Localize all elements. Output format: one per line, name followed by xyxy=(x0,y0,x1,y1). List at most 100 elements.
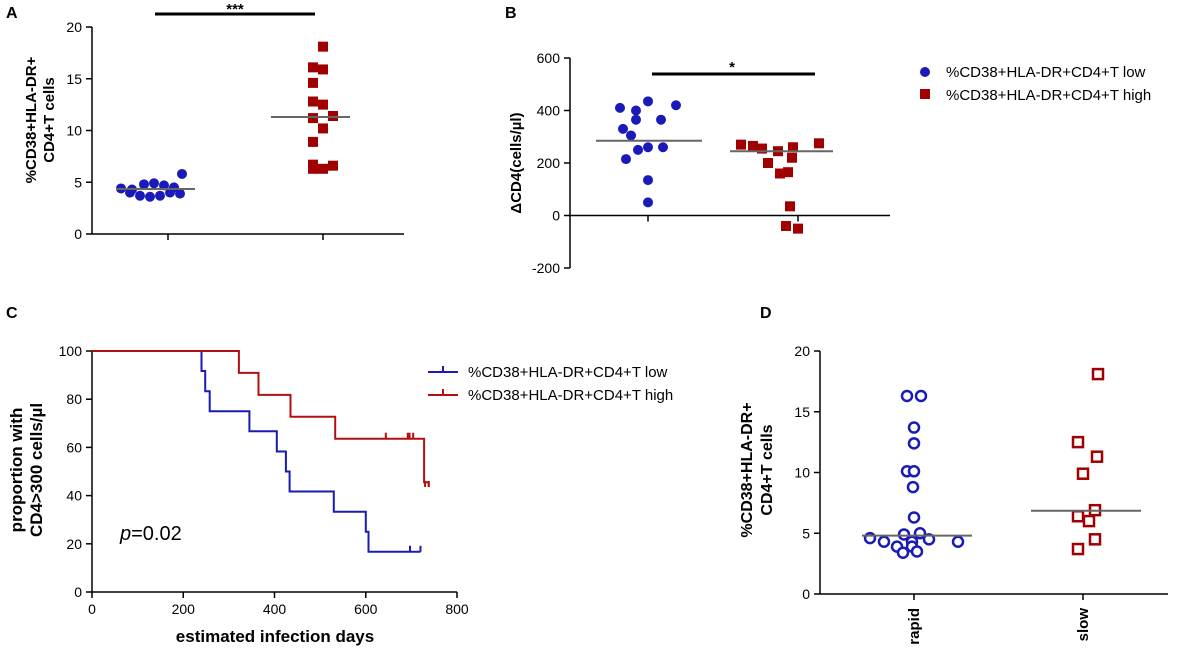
panel-b-point xyxy=(658,142,668,153)
panel-c-ytick-label: 0 xyxy=(74,584,82,600)
panel-d-xtick-label: rapid xyxy=(906,608,923,645)
panel-b: ΔCD4(cells/µl) * %CD38+HLA-DR+CD4+T low … xyxy=(508,50,1151,276)
panel-c-ytick-label: 20 xyxy=(66,536,82,552)
panel-b-point xyxy=(814,138,824,149)
panel-b-point xyxy=(793,223,803,234)
panel-d-point xyxy=(897,528,911,541)
panel-b-ytick-label: 200 xyxy=(537,155,561,171)
panel-d-ytick-label: 10 xyxy=(794,465,810,481)
panel-d-xtick-label: slow xyxy=(1075,608,1092,642)
panel-d-point xyxy=(900,389,914,403)
legend-c-low-label: %CD38+HLA-DR+CD4+T low xyxy=(468,364,668,381)
panel-b-point xyxy=(748,140,758,151)
panel-c-xtick-label: 400 xyxy=(263,601,287,617)
panel-c-ylabel-1: proportion with xyxy=(7,408,26,533)
panel-d-ytick-label: 15 xyxy=(794,404,810,420)
panel-d-point xyxy=(910,545,924,558)
panel-a-point xyxy=(159,180,169,191)
panel-label-a: A xyxy=(6,5,18,22)
panel-a-point xyxy=(318,123,328,134)
panel-d-point xyxy=(922,533,936,546)
panel-b-significance: * xyxy=(729,59,735,76)
panel-label-b: B xyxy=(505,5,517,22)
panel-d-point xyxy=(896,546,910,559)
panel-b-point xyxy=(656,114,666,125)
panel-d-point xyxy=(907,465,921,478)
panel-b-point xyxy=(736,139,746,150)
panel-a-point xyxy=(145,191,155,202)
panel-d-point xyxy=(1071,542,1085,556)
panel-d-ylabel-2: CD4+T cells xyxy=(759,424,776,515)
panel-b-point xyxy=(633,144,643,155)
panel-a-ytick-label: 5 xyxy=(74,174,82,190)
panel-b-ylabel: ΔCD4(cells/µl) xyxy=(508,112,525,213)
panel-a-point xyxy=(155,190,165,201)
panel-b-point xyxy=(643,96,653,107)
legend-c-high-label: %CD38+HLA-DR+CD4+T high xyxy=(468,387,673,404)
panel-b-point xyxy=(643,175,653,186)
legend-b-low-label: %CD38+HLA-DR+CD4+T low xyxy=(946,64,1146,81)
panel-d-ytick-label: 5 xyxy=(802,525,810,541)
legend-b-high-label: %CD38+HLA-DR+CD4+T high xyxy=(946,87,1151,104)
panel-b-point xyxy=(626,130,636,141)
panel-a-point xyxy=(328,111,338,122)
panel-c-xtick-label: 600 xyxy=(354,601,378,617)
panel-b-point xyxy=(643,197,653,208)
panel-a-ylabel-2: CD4+T cells xyxy=(41,77,58,162)
panel-b-ytick-label: 600 xyxy=(537,50,561,66)
panel-d-point xyxy=(951,535,965,549)
panel-b-point xyxy=(621,154,631,165)
panel-b-point xyxy=(671,100,681,111)
panel-a-point xyxy=(308,77,318,88)
panel-b-point xyxy=(631,105,641,116)
panel-a-ytick-label: 15 xyxy=(66,71,82,87)
panel-a-ylabel-1: %CD38+HLA-DR+ xyxy=(23,56,40,183)
panel-a-ytick-label: 10 xyxy=(66,123,82,139)
panel-c-xtick-label: 800 xyxy=(445,601,469,617)
legend-b-low-marker xyxy=(920,67,930,77)
panel-label-d: D xyxy=(760,305,772,322)
panel-d-ytick-label: 0 xyxy=(802,586,810,602)
panel-b-point xyxy=(781,221,791,231)
panel-a-point xyxy=(318,99,328,110)
panel-b-point xyxy=(618,123,628,134)
panel-c-survival-high xyxy=(92,350,430,487)
panel-d-point xyxy=(877,535,891,549)
panel-d-point xyxy=(1071,509,1085,523)
panel-c: proportion with CD4>300 cells/µl estimat… xyxy=(7,343,673,646)
panel-a-point xyxy=(139,179,149,190)
panel-c-ylabel-2: CD4>300 cells/µl xyxy=(27,403,46,537)
panel-c-ytick-label: 60 xyxy=(66,439,82,455)
panel-d-point xyxy=(1088,533,1102,546)
panel-a-point xyxy=(318,41,328,52)
panel-label-c: C xyxy=(6,305,18,322)
panel-c-pvalue-value: =0.02 xyxy=(131,523,182,545)
panel-a-point xyxy=(318,64,328,75)
panel-b-point xyxy=(643,142,653,153)
panel-b-point xyxy=(783,167,793,178)
panel-a-point xyxy=(165,187,175,198)
panel-a-ytick-label: 20 xyxy=(66,19,82,35)
panel-a-point xyxy=(308,136,318,147)
panel-a-point xyxy=(308,113,318,124)
panel-a-point xyxy=(135,190,145,201)
panel-b-point xyxy=(788,142,798,153)
legend-b-high-marker xyxy=(920,89,930,99)
panel-c-pvalue-prefix: p xyxy=(119,523,131,545)
panel-c-xtick-label: 200 xyxy=(172,601,196,617)
panel-a-ytick-label: 0 xyxy=(74,226,82,242)
panel-a-point xyxy=(149,178,159,189)
panel-a-point xyxy=(308,163,318,174)
panel-b-ytick-label: -200 xyxy=(532,260,560,276)
panel-a-point xyxy=(308,62,318,73)
panel-d: %CD38+HLA-DR+ CD4+T cells 0 5 10 15 20 rapid s… xyxy=(739,343,1168,645)
panel-d-ylabel-1: %CD38+HLA-DR+ xyxy=(739,402,756,537)
panel-d-point xyxy=(1091,367,1105,381)
panel-d-point xyxy=(1082,514,1096,528)
panel-a-point xyxy=(125,187,135,198)
panel-b-point xyxy=(763,158,773,168)
panel-b-point xyxy=(615,102,625,113)
panel-a-point xyxy=(318,163,328,174)
panel-d-ytick-label: 20 xyxy=(794,343,810,359)
